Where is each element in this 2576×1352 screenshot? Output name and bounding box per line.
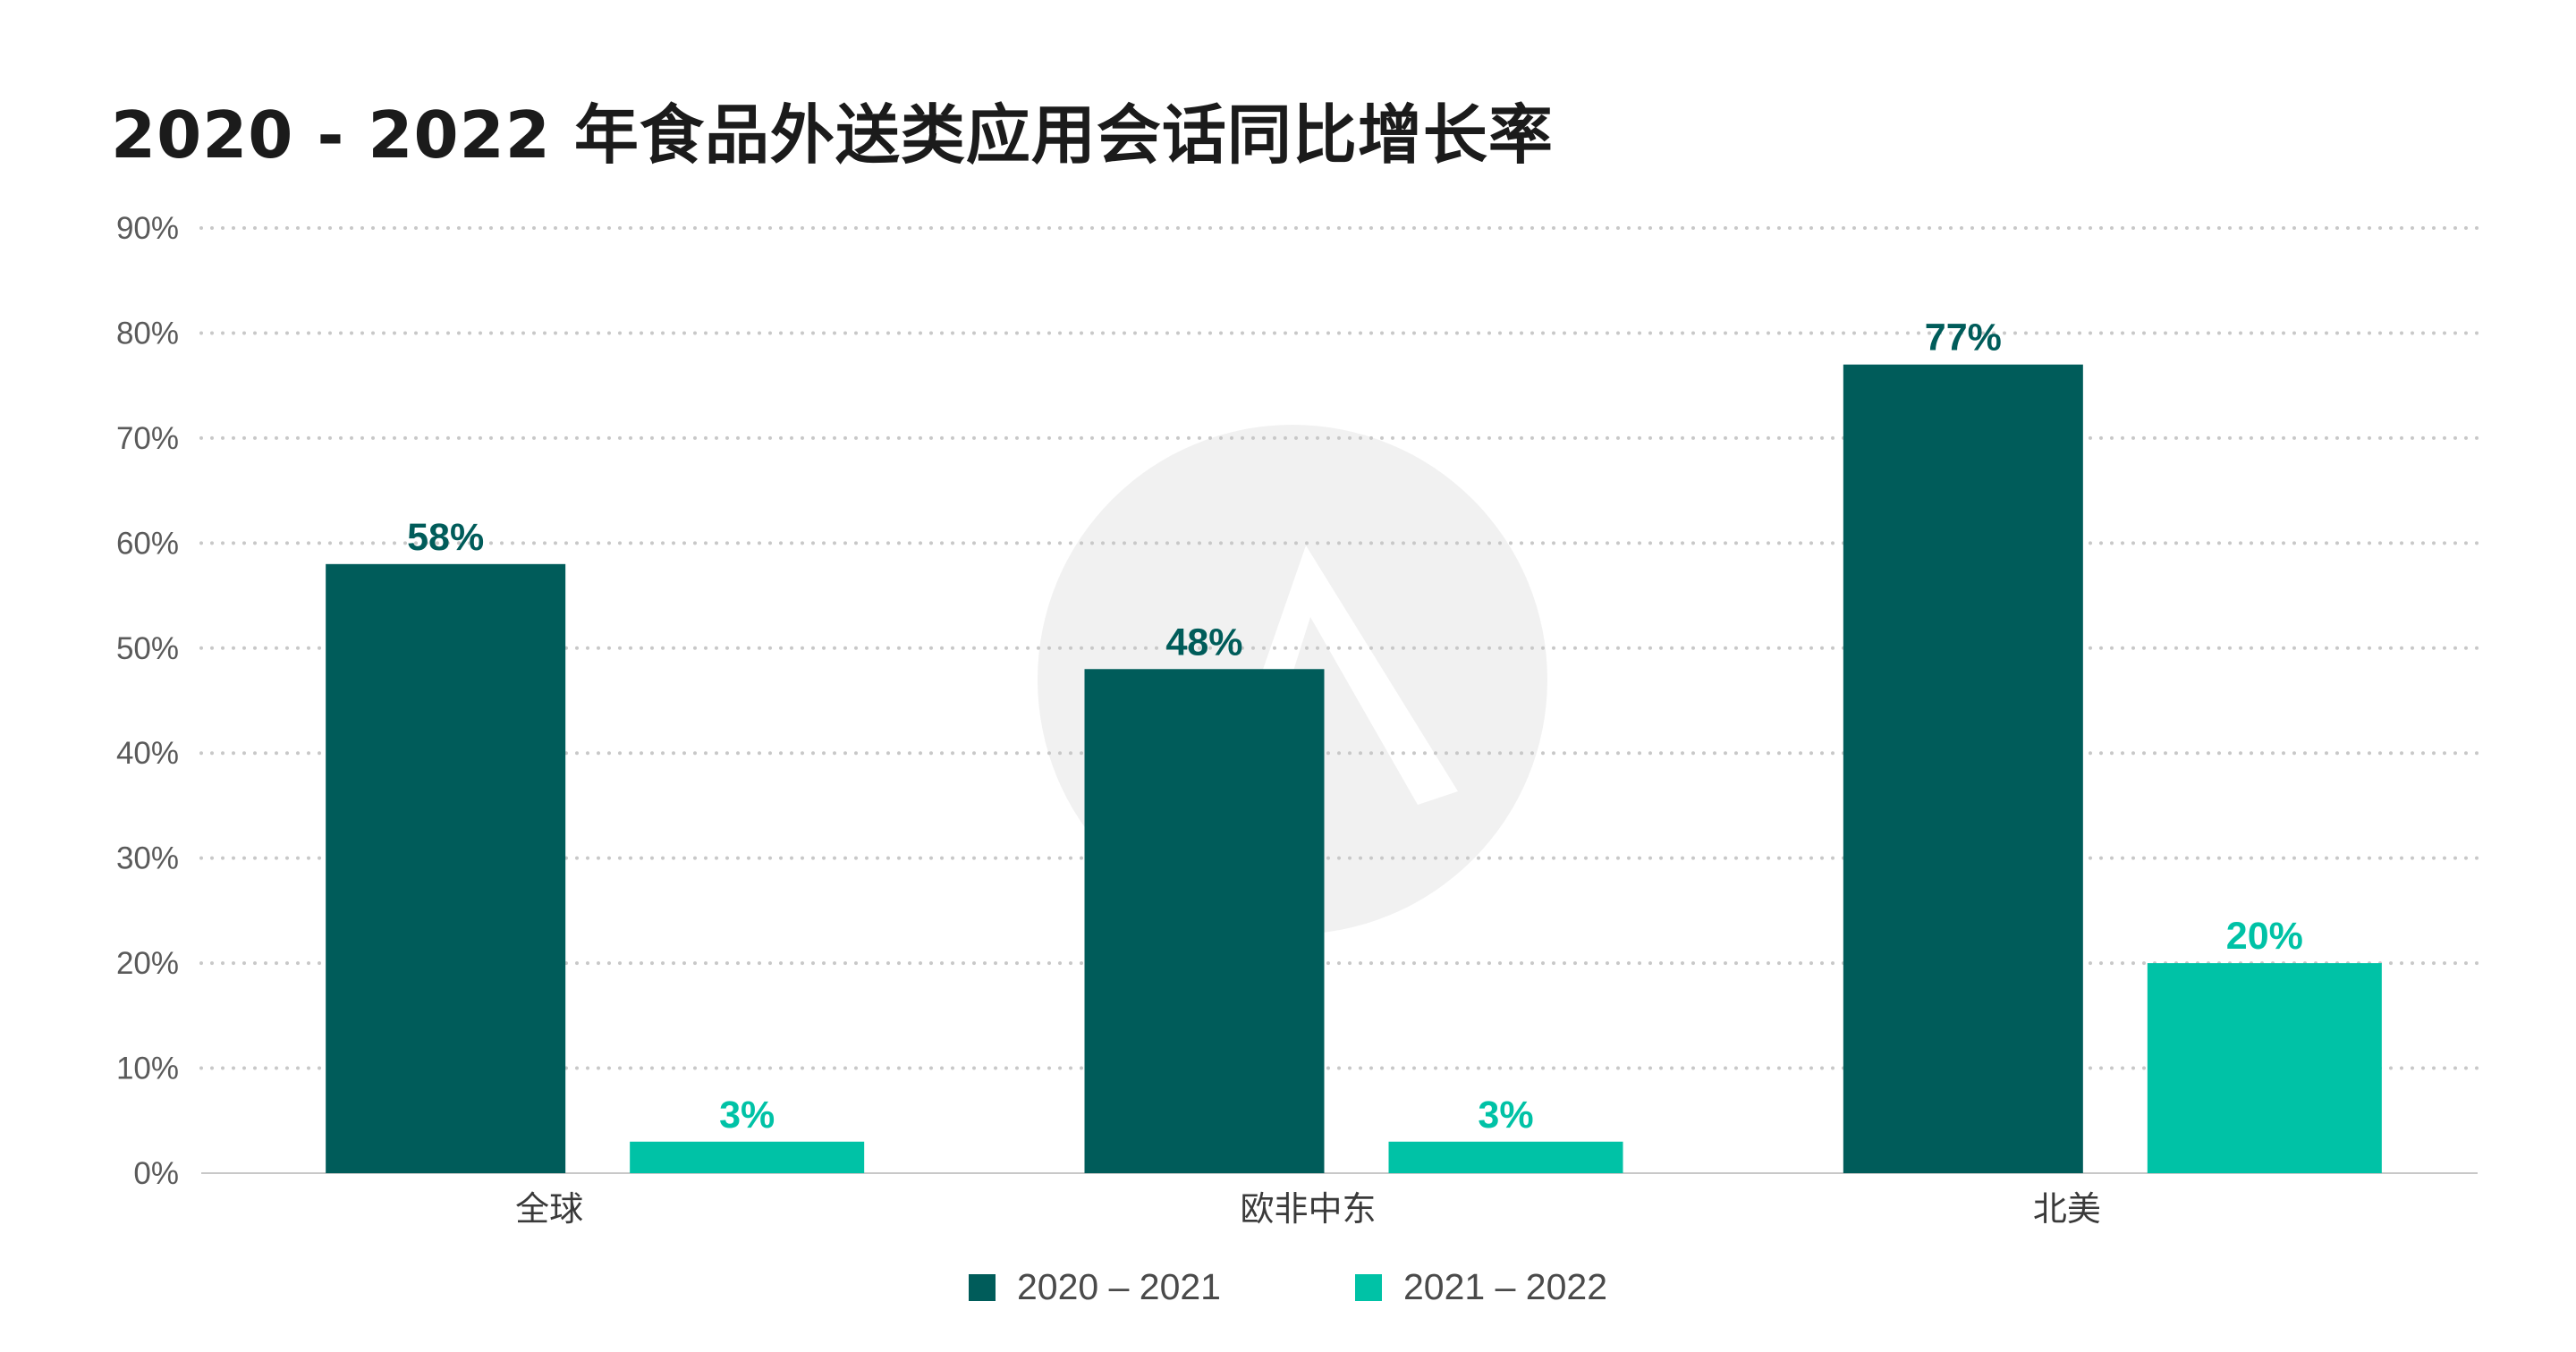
bar-series-1-2 bbox=[1843, 364, 2083, 1174]
bar-series-1-1 bbox=[1084, 669, 1325, 1173]
legend: 2020 – 2021 2021 – 2022 bbox=[0, 1266, 2576, 1308]
y-tick-label: 90% bbox=[116, 211, 179, 246]
bar-series-1-0 bbox=[326, 563, 566, 1173]
y-tick-label: 20% bbox=[116, 946, 179, 981]
y-tick-label: 60% bbox=[116, 526, 179, 561]
y-tick-label: 40% bbox=[116, 736, 179, 771]
data-label: 58% bbox=[407, 516, 484, 559]
legend-swatch-series-2 bbox=[1355, 1273, 1382, 1301]
data-label: 77% bbox=[1925, 317, 2002, 359]
y-tick-label: 0% bbox=[133, 1156, 179, 1191]
legend-item-series-1[interactable]: 2020 – 2021 bbox=[968, 1266, 1221, 1308]
data-label: 48% bbox=[1165, 621, 1242, 663]
x-category-label: 北美 bbox=[2033, 1189, 2101, 1229]
legend-label-series-1: 2020 – 2021 bbox=[1016, 1266, 1221, 1307]
y-tick-label: 10% bbox=[116, 1052, 179, 1086]
y-tick-label: 80% bbox=[116, 316, 179, 351]
data-label: 20% bbox=[2226, 915, 2303, 958]
legend-item-series-2[interactable]: 2021 – 2022 bbox=[1355, 1266, 1607, 1308]
y-tick-label: 70% bbox=[116, 421, 179, 456]
bar-series-2-1 bbox=[1388, 1141, 1623, 1173]
chart-title: 2020 - 2022 年食品外送类应用会话同比增长率 bbox=[111, 97, 1554, 173]
x-category-label: 全球 bbox=[515, 1189, 583, 1229]
data-label: 3% bbox=[719, 1094, 775, 1137]
bar-series-2-2 bbox=[2147, 963, 2382, 1173]
y-tick-label: 50% bbox=[116, 631, 179, 666]
data-label: 3% bbox=[1478, 1094, 1533, 1137]
bar-series-2-0 bbox=[630, 1141, 865, 1173]
y-tick-label: 30% bbox=[116, 841, 179, 876]
legend-swatch-series-1 bbox=[968, 1273, 996, 1301]
legend-label-series-2: 2021 – 2022 bbox=[1403, 1266, 1608, 1307]
x-category-label: 欧非中东 bbox=[1240, 1189, 1376, 1229]
